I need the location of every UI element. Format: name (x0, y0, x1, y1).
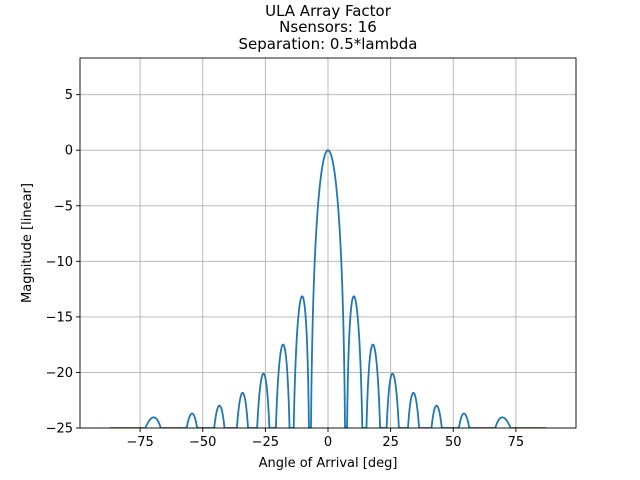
y-tick-label: −15 (46, 310, 73, 325)
grid-lines (80, 58, 576, 429)
y-tick-label: −20 (46, 366, 73, 381)
axis-ticks: −75 −50 −25 0 25 50 75−25−20−15−10−505 (46, 88, 525, 450)
x-tick-label: 25 (382, 435, 399, 450)
x-tick-label: 0 (324, 435, 332, 450)
y-tick-label: 0 (65, 144, 73, 159)
x-tick-label: −75 (126, 435, 153, 450)
y-tick-label: −10 (46, 255, 73, 270)
y-tick-label: 5 (65, 88, 73, 103)
array-factor-series-line (109, 149, 547, 428)
chart-title-line-2: Nsensors: 16 (279, 18, 377, 36)
plot-area (109, 149, 547, 428)
x-tick-label: −50 (189, 435, 216, 450)
chart-title-line-1: ULA Array Factor (265, 2, 392, 20)
x-tick-label: −25 (252, 435, 279, 450)
chart-title-line-3: Separation: 0.5*lambda (239, 35, 418, 53)
y-tick-label: −25 (46, 422, 73, 437)
x-tick-label: 50 (445, 435, 462, 450)
x-tick-label: 75 (508, 435, 525, 450)
y-axis-label: Magnitude [linear] (20, 183, 35, 303)
x-axis-label: Angle of Arrival [deg] (259, 456, 398, 471)
y-tick-label: −5 (54, 199, 73, 214)
